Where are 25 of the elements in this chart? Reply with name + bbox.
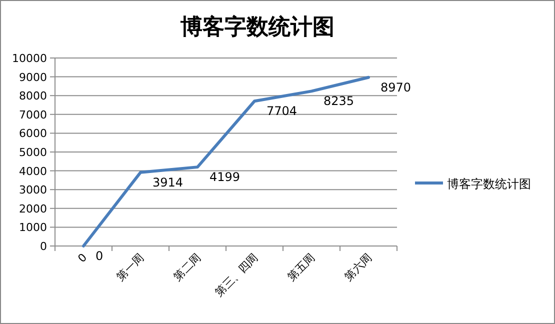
y-tick-label: 1000 bbox=[19, 221, 47, 234]
y-tick-label: 10000 bbox=[12, 52, 47, 65]
data-label: 4199 bbox=[210, 170, 240, 184]
y-tick-label: 7000 bbox=[19, 108, 47, 122]
y-tick-label: 6000 bbox=[19, 127, 47, 140]
chart-title: 博客字数统计图 bbox=[180, 14, 334, 40]
x-tick-label: 0 bbox=[75, 250, 90, 266]
y-tick-label: 2000 bbox=[19, 202, 47, 216]
x-tick-label: 第一周 bbox=[114, 250, 147, 284]
data-label: 8235 bbox=[324, 94, 354, 108]
x-tick-label: 第二周 bbox=[171, 250, 204, 284]
data-label: 7704 bbox=[266, 104, 298, 118]
legend-label: 博客字数统计图 bbox=[447, 177, 531, 191]
x-tick-label: 第六周 bbox=[342, 250, 375, 284]
y-tick-label: 8000 bbox=[19, 90, 47, 103]
data-label: 8970 bbox=[380, 80, 412, 94]
y-tick-label: 0 bbox=[40, 240, 47, 253]
y-tick-label: 4000 bbox=[19, 164, 47, 178]
line-series bbox=[82, 76, 370, 248]
x-tick-label: 第五周 bbox=[285, 250, 318, 284]
y-tick-label: 9000 bbox=[19, 70, 47, 84]
y-tick-label: 3000 bbox=[19, 184, 47, 197]
data-label: 3914 bbox=[152, 175, 184, 190]
y-tick-label: 5000 bbox=[19, 146, 47, 159]
x-tick-label: 第三、四周 bbox=[212, 250, 261, 300]
